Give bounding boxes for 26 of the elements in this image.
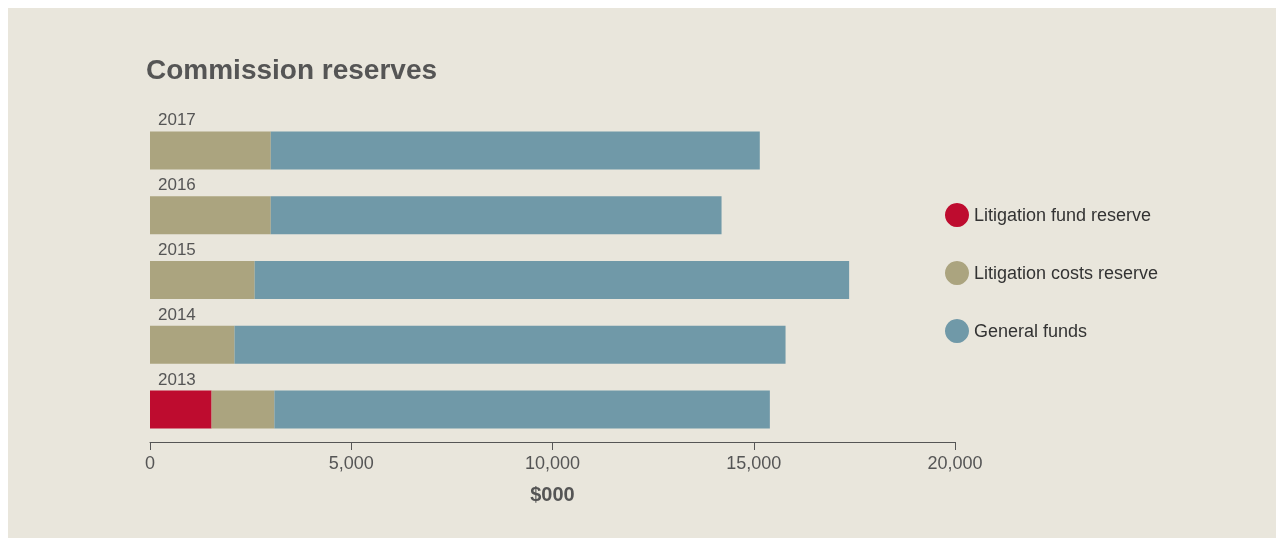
- bar: [234, 325, 786, 364]
- chart-title: Commission reserves: [146, 53, 438, 85]
- bar: [150, 261, 255, 299]
- x-tick-label: 10,000: [524, 453, 581, 473]
- legend-label: General funds: [974, 321, 1088, 341]
- bar: [254, 261, 850, 299]
- y-tick-label: 2013: [158, 369, 196, 389]
- x-tick-label: 0: [144, 453, 156, 473]
- x-tick-label: 15,000: [726, 453, 782, 473]
- y-tick-label: 2016: [158, 175, 196, 195]
- bar: [211, 390, 275, 429]
- bar: [150, 325, 235, 364]
- y-tick-label: 2017: [158, 110, 196, 130]
- legend-label: Litigation fund reserve: [974, 205, 1152, 225]
- bar: [150, 196, 271, 235]
- x-tick-label: 20,000: [927, 453, 983, 473]
- x-axis-title: $000: [530, 483, 575, 505]
- bar: [150, 131, 271, 170]
- bar: [150, 390, 212, 429]
- y-tick-label: 2015: [158, 240, 196, 259]
- bar: [274, 390, 770, 429]
- x-tick-label: 5,000: [328, 453, 374, 473]
- bar: [270, 196, 722, 235]
- legend-label: Litigation costs reserve: [974, 263, 1159, 283]
- bar: [270, 131, 760, 170]
- y-tick-label: 2014: [158, 304, 196, 324]
